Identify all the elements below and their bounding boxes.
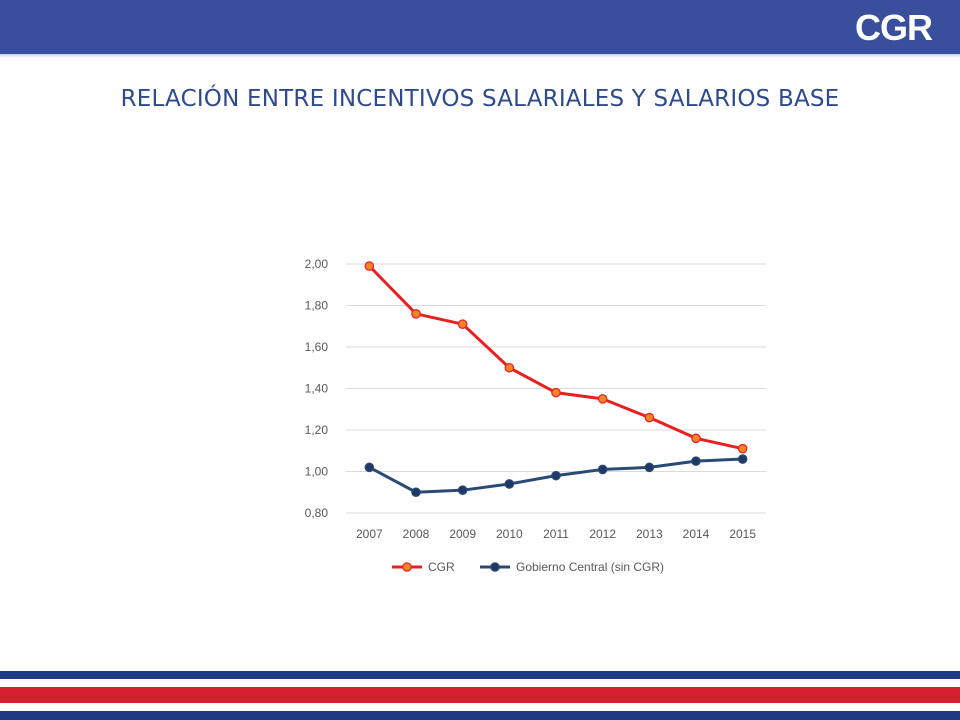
data-point xyxy=(644,462,655,473)
data-point xyxy=(691,433,701,444)
series-line-0 xyxy=(368,265,743,451)
data-point xyxy=(597,464,608,475)
x-tick-label: 2008 xyxy=(403,527,430,541)
x-tick-label: 2014 xyxy=(683,527,710,541)
y-axis-ticks: 2,00 1,80 1,60 1,40 1,20 1,00 0,80 xyxy=(305,257,329,520)
y-tick-label: 1,80 xyxy=(305,299,329,313)
legend-label: CGR xyxy=(428,560,455,574)
legend-swatch-marker xyxy=(402,562,412,572)
data-point xyxy=(504,479,515,489)
header-bar xyxy=(0,0,960,54)
data-point xyxy=(551,387,561,398)
data-point xyxy=(364,261,375,271)
x-tick-label: 2012 xyxy=(589,527,616,541)
y-tick-label: 1,20 xyxy=(305,423,329,437)
y-tick-label: 1,60 xyxy=(305,340,329,354)
data-point xyxy=(551,470,561,481)
data-point xyxy=(411,487,421,498)
data-point xyxy=(411,308,421,319)
data-point xyxy=(644,412,655,423)
data-point xyxy=(364,462,375,473)
data-point xyxy=(457,319,468,329)
legend-swatch-marker xyxy=(490,562,500,572)
flag-stripe-white-top xyxy=(0,679,960,687)
x-tick-label: 2013 xyxy=(636,527,663,541)
data-point xyxy=(457,485,468,495)
x-tick-label: 2010 xyxy=(496,527,523,541)
y-tick-label: 2,00 xyxy=(305,257,329,271)
flag-stripe-white-bottom xyxy=(0,703,960,711)
cgr-logo: CGR xyxy=(855,7,933,48)
data-point xyxy=(737,454,748,464)
y-tick-label: 0,80 xyxy=(305,506,329,520)
flag-stripe-navy-top xyxy=(0,671,960,679)
flag-stripe-red xyxy=(0,687,960,703)
legend: CGR Gobierno Central (sin CGR) xyxy=(392,560,664,574)
x-tick-label: 2009 xyxy=(449,527,476,541)
legend-label: Gobierno Central (sin CGR) xyxy=(516,560,664,574)
x-axis-ticks: 2007 2008 2009 2010 2011 2012 2013 2014 2015 xyxy=(356,527,756,541)
y-tick-label: 1,00 xyxy=(305,465,329,479)
series xyxy=(364,261,748,498)
slide-title: RELACIÓN ENTRE INCENTIVOS SALARIALES Y S… xyxy=(120,86,840,112)
data-point xyxy=(597,394,608,404)
x-tick-label: 2011 xyxy=(543,527,569,541)
x-tick-label: 2007 xyxy=(356,527,383,541)
y-tick-label: 1,40 xyxy=(305,382,329,396)
data-point xyxy=(737,443,748,454)
flag-stripe-navy-bottom xyxy=(0,711,960,720)
header-shadow xyxy=(0,54,960,58)
data-point xyxy=(504,362,515,373)
x-tick-label: 2015 xyxy=(729,527,756,541)
data-point xyxy=(691,456,701,466)
